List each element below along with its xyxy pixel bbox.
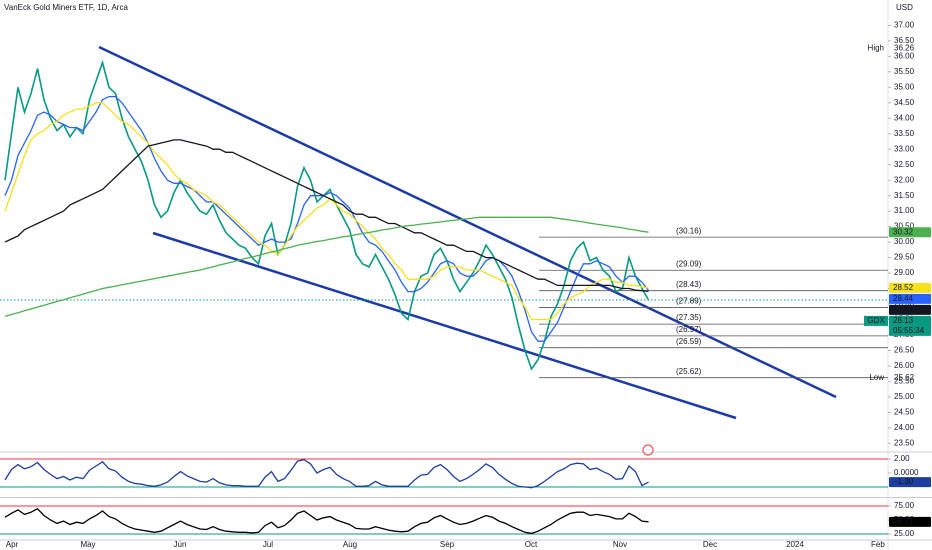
level-label: (27.35)	[676, 313, 702, 322]
countdown: 05:55:34	[893, 326, 925, 335]
high-value: 36.26	[894, 43, 915, 52]
y-tick-label: 34.50	[894, 98, 915, 107]
y-tick-label: 31.50	[894, 191, 915, 200]
x-tick-label: Jun	[174, 540, 187, 549]
price-badge	[889, 315, 931, 336]
y-tick-label: 33.00	[894, 144, 915, 153]
y-tick-label: 33.50	[894, 129, 915, 138]
x-tick-label: Apr	[6, 540, 19, 549]
x-tick-label: 2024	[786, 540, 804, 549]
y-tick-label: 0.0000	[894, 468, 919, 477]
x-tick-label: Dec	[703, 540, 717, 549]
symbol-badge-label: GDX	[867, 316, 885, 325]
x-tick-label: May	[80, 540, 95, 549]
y-tick-label: 24.00	[894, 423, 915, 432]
y-tick-label: 37.00	[894, 20, 915, 29]
price-badge-label: 46.72	[893, 517, 914, 526]
price-badge	[889, 227, 931, 238]
trend-line	[152, 231, 737, 420]
series-line	[4, 95, 650, 342]
price-badge	[889, 477, 931, 488]
y-tick-label: 36.50	[894, 36, 915, 45]
y-tick-label: 25.00	[894, 529, 915, 538]
y-tick-label: 75.00	[894, 501, 915, 510]
price-badge-label: 28.52	[893, 283, 914, 292]
y-tick-label: 36.00	[894, 51, 915, 60]
high-label: High	[868, 43, 884, 52]
x-tick-label: Jul	[263, 540, 273, 549]
x-tick-label: Aug	[343, 540, 357, 549]
price-badge	[889, 304, 931, 315]
low-value: 25.62	[894, 373, 915, 382]
level-label: (26.59)	[676, 337, 702, 346]
price-badge-label: 28.41	[893, 305, 914, 314]
price-badge	[889, 293, 931, 304]
y-tick-label: 24.50	[894, 407, 915, 416]
series-line	[4, 102, 649, 321]
series-line	[4, 507, 649, 535]
price-badge-label: 30.32	[893, 227, 914, 236]
x-tick-label: Nov	[613, 540, 627, 549]
x-tick-label: Sep	[440, 540, 455, 549]
y-tick-label: 35.00	[894, 82, 915, 91]
series-line	[4, 59, 650, 371]
level-label: (26.97)	[676, 325, 702, 334]
y-tick-label: 26.00	[894, 361, 915, 370]
price-badge	[889, 282, 931, 293]
trend-line	[98, 45, 837, 399]
y-tick-label: 25.00	[894, 392, 915, 401]
y-tick-label: 32.00	[894, 175, 915, 184]
x-tick-label: Feb	[871, 540, 885, 549]
chart-title: VanEck Gold Miners ETF, 1D, Arca	[4, 3, 128, 12]
low-label: Low	[869, 373, 884, 382]
y-tick-label: 30.00	[894, 237, 915, 246]
level-label: (25.62)	[676, 367, 702, 376]
level-label: (28.43)	[676, 280, 702, 289]
x-tick-label: Oct	[525, 540, 538, 549]
y-tick-label: 26.50	[894, 346, 915, 355]
series-line	[4, 139, 649, 292]
y-tick-label: 29.50	[894, 253, 915, 262]
y-tick-label: 34.00	[894, 113, 915, 122]
currency: USD	[896, 3, 913, 12]
y-tick-label: 31.00	[894, 206, 915, 215]
level-label: (27.89)	[676, 297, 702, 306]
series-line	[4, 216, 649, 318]
price-badge-label: −1.30	[893, 477, 914, 486]
price-badge-label: 28.44	[893, 294, 914, 303]
y-tick-label: 2.00	[894, 454, 910, 463]
y-tick-label: 23.50	[894, 438, 915, 447]
price-badge	[889, 516, 931, 527]
y-tick-label: 29.00	[894, 268, 915, 277]
y-tick-label: 25.50	[894, 377, 915, 386]
series-line	[4, 459, 649, 489]
price-badge-label: 28.13	[893, 316, 914, 325]
event-icon[interactable]	[642, 444, 654, 456]
level-label: (29.09)	[676, 259, 702, 268]
symbol-badge	[864, 315, 888, 326]
y-tick-label: 35.50	[894, 67, 915, 76]
level-label: (30.16)	[676, 226, 702, 235]
y-tick-label: 30.50	[894, 222, 915, 231]
y-tick-label: 32.50	[894, 160, 915, 169]
